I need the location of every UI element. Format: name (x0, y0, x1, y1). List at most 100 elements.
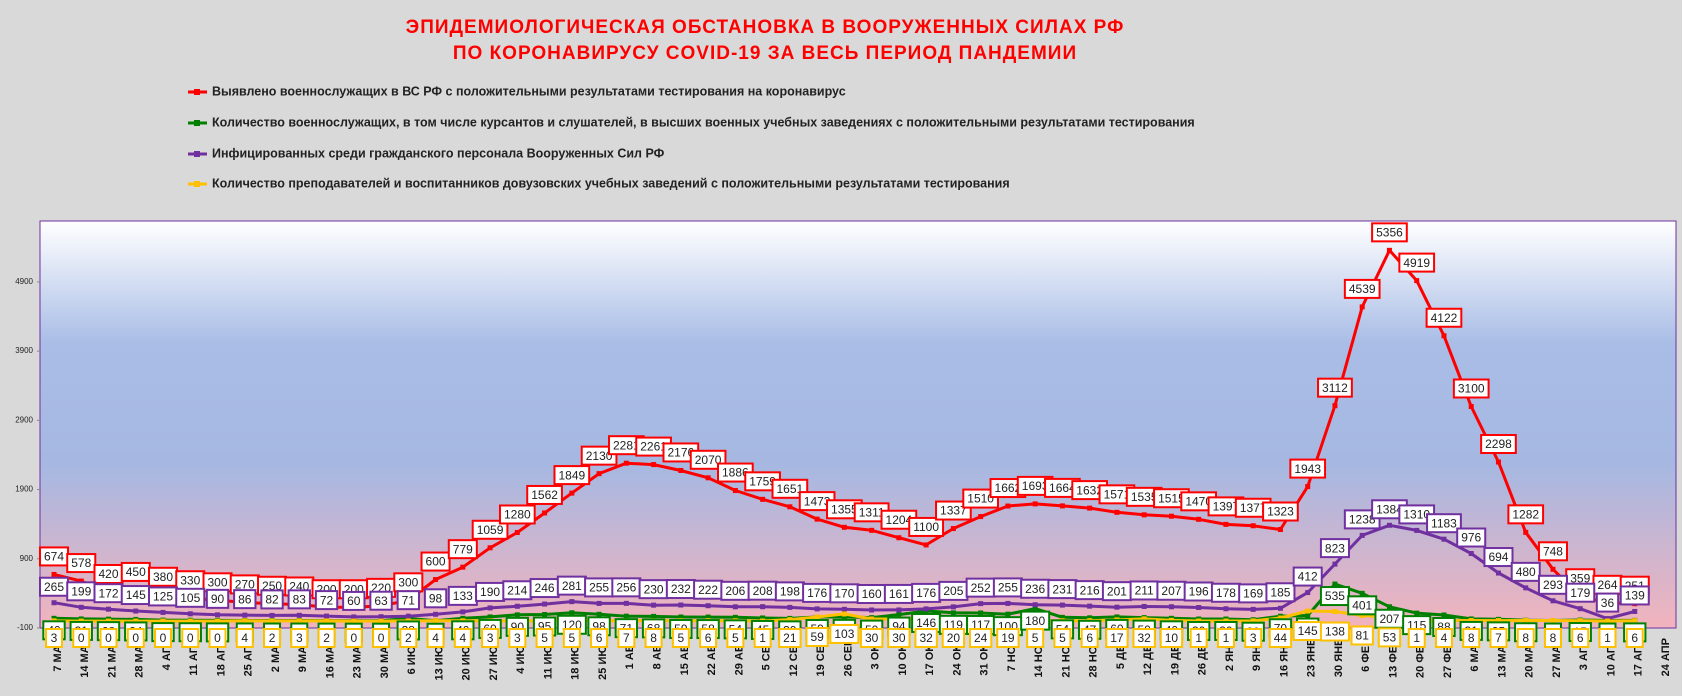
data-label: 211 (1129, 580, 1159, 601)
x-tick-label: 11 ИЮЛ (542, 638, 554, 679)
data-label-box (1598, 628, 1617, 648)
data-label-box (208, 628, 227, 648)
data-label-text: 98 (429, 591, 443, 605)
data-label-text: 256 (616, 581, 636, 595)
data-label-text: 7 (1495, 631, 1502, 645)
data-label: 5 (671, 628, 690, 648)
data-label-box (778, 628, 802, 648)
data-label-text: 2 (323, 631, 330, 645)
y-tick-label: 1900 (15, 485, 33, 494)
data-label: 59 (805, 626, 829, 647)
point-marker (1196, 516, 1202, 522)
point-marker (569, 599, 575, 605)
data-label: 6 (1571, 628, 1590, 648)
point-marker (160, 609, 166, 615)
point-marker (841, 611, 847, 617)
legend-label: Выявлено военнослужащих в ВС РФ с положи… (212, 84, 846, 98)
data-label-box (1289, 458, 1327, 479)
data-label-text: 1282 (1512, 508, 1539, 522)
data-label-text: 2298 (1485, 437, 1512, 451)
data-label-box (753, 628, 772, 648)
point-marker (1550, 598, 1556, 604)
data-label: 3 (508, 628, 527, 648)
plot-area (39, 220, 1677, 629)
chart-title: ПО КОРОНАВИРУСУ COVID-19 ЗА ВЕСЬ ПЕРИОД … (453, 43, 1077, 64)
point-marker (732, 488, 738, 494)
data-label-text: 6 (1086, 631, 1093, 645)
data-label: 36 (1595, 592, 1620, 613)
data-label-box (1434, 628, 1453, 648)
data-label: 4122 (1425, 307, 1463, 328)
point-marker (324, 613, 330, 619)
x-tick-label: 19 СЕН (815, 638, 827, 677)
data-label: 205 (938, 580, 969, 601)
data-label: 169 (1238, 583, 1269, 604)
point-marker (678, 614, 684, 620)
data-label-text: 145 (1298, 624, 1318, 638)
data-label: 179 (1565, 582, 1596, 603)
data-label-text: 63 (374, 594, 388, 608)
data-label: 1 (1216, 628, 1235, 648)
data-label: 5356 (1371, 222, 1408, 243)
y-tick-label: 900 (20, 554, 34, 563)
data-label: 190 (475, 581, 506, 602)
data-label-text: 1651 (777, 482, 804, 496)
data-label: 450 (120, 561, 151, 582)
data-label-text: 480 (1516, 565, 1536, 579)
data-label: 196 (1183, 581, 1214, 602)
data-label-text: 1470 (1185, 495, 1212, 509)
data-label: 3 (45, 628, 63, 648)
point-marker (732, 604, 738, 610)
x-tick-label: 13 ФЕВ (1387, 638, 1399, 678)
data-label: 2 (317, 628, 336, 648)
data-label-text: 30 (865, 631, 879, 645)
data-label: 1355 (826, 499, 863, 520)
legend-label: Инфицированных среди гражданского персон… (212, 146, 665, 160)
point-marker (978, 514, 984, 520)
data-label-text: 176 (807, 586, 827, 600)
data-label-text: 59 (810, 630, 824, 644)
data-label-text: 300 (208, 575, 228, 589)
data-label: 3 (290, 628, 309, 648)
data-label: 1238 (1343, 509, 1381, 530)
data-label-text: 44 (1274, 631, 1288, 645)
data-label: 185 (1265, 582, 1296, 603)
data-label-text: 252 (971, 581, 991, 595)
point-marker (1359, 612, 1365, 618)
point-marker (760, 615, 766, 621)
data-label-text: 190 (480, 585, 500, 599)
data-label: 232 (665, 579, 696, 600)
point-marker (51, 615, 57, 621)
data-label-text: 0 (132, 631, 139, 645)
data-label-text: 401 (1352, 598, 1372, 612)
data-label: 90 (205, 588, 230, 609)
data-label-box (344, 628, 363, 648)
data-label-box (1619, 585, 1650, 606)
data-label-box (1371, 222, 1408, 243)
data-label-text: 82 (265, 593, 279, 607)
data-label-box (590, 628, 609, 648)
data-label: 201 (1101, 581, 1132, 602)
data-label-text: 1355 (831, 502, 858, 516)
data-label: 236 (1020, 578, 1051, 599)
data-label-text: 0 (214, 631, 221, 645)
data-label-text: 2176 (667, 446, 694, 460)
x-tick-label: 27 ИЮН (488, 638, 500, 681)
data-label-text: 206 (725, 584, 745, 598)
data-label: 674 (38, 546, 70, 567)
data-label: 4 (453, 628, 472, 648)
data-label-text: 3100 (1458, 382, 1485, 396)
data-label-text: 1632 (1076, 483, 1103, 497)
data-label-box (617, 628, 636, 648)
data-label-box (1595, 592, 1620, 613)
x-tick-label: 30 ЯНВ (1333, 638, 1345, 677)
data-label-box (887, 628, 911, 648)
data-label: 1562 (526, 484, 563, 505)
data-label: 206 (720, 580, 751, 601)
data-label-text: 236 (1025, 582, 1045, 596)
data-label: 0 (126, 628, 145, 648)
x-tick-label: 23 ЯНВ (1306, 638, 1318, 677)
data-label-box (420, 551, 451, 572)
data-label: 3 (481, 628, 500, 648)
data-label-text: 5 (1059, 631, 1066, 645)
